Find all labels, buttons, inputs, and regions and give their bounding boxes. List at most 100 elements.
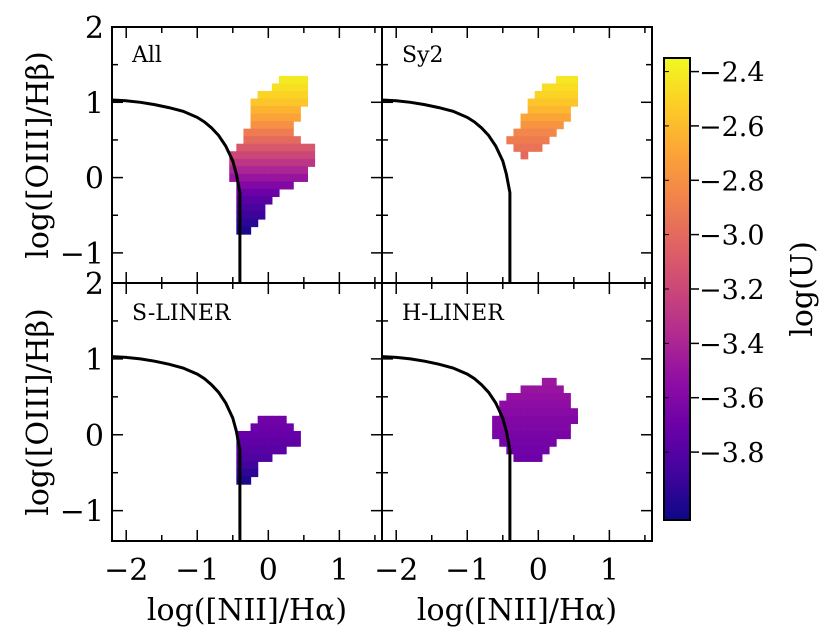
heatmap-cell — [278, 98, 287, 107]
heatmap-cell — [541, 121, 550, 130]
heatmap-cell — [534, 143, 543, 152]
heatmap-cell — [527, 136, 536, 145]
heatmap-cell — [264, 151, 273, 160]
heatmap-cell — [548, 408, 557, 417]
colorbar-tick-label: −2.6 — [699, 112, 765, 143]
heatmap-cell — [548, 438, 557, 447]
heatmap-cell — [563, 415, 571, 424]
heatmap-cell — [264, 98, 273, 107]
heatmap-cell — [243, 151, 252, 160]
heatmap-cell — [286, 423, 294, 432]
heatmap-cell — [264, 446, 273, 455]
heatmap-cell — [286, 91, 294, 100]
heatmap-cell — [243, 136, 252, 145]
heatmap-cell — [527, 98, 536, 107]
x-tick-label: −2 — [104, 553, 148, 588]
heatmap-cell — [499, 400, 507, 409]
x-tick-label: −2 — [374, 553, 418, 588]
heatmap-cell — [243, 211, 252, 220]
heatmap-cell — [556, 83, 564, 92]
heatmap-cell — [243, 196, 252, 205]
heatmap-cell — [236, 430, 245, 440]
heatmap-cell — [548, 128, 557, 137]
heatmap-cell — [513, 415, 522, 424]
heatmap-cell — [257, 91, 266, 100]
heatmap-cell — [264, 423, 273, 432]
heatmap-cell — [541, 423, 550, 432]
heatmap-cell — [250, 453, 259, 462]
heatmap-cell — [250, 211, 259, 220]
y-tick-labels-bottom: −1 0 1 2 — [60, 267, 104, 530]
heatmap-cell — [271, 446, 280, 455]
heatmap-cell — [264, 91, 273, 100]
heatmap-cell — [520, 121, 529, 130]
panel-s-liner: S-LINER — [111, 282, 383, 542]
heatmap-cell — [548, 83, 557, 92]
heatmap-cell — [293, 106, 301, 115]
heatmap-cell — [534, 438, 543, 447]
heatmap-cell — [293, 438, 301, 447]
heatmap-cell — [257, 211, 266, 220]
heatmap-cell — [492, 430, 500, 440]
heatmap-cell — [250, 166, 259, 175]
heatmap-cell — [556, 400, 564, 409]
heatmap-cell — [271, 173, 280, 182]
heatmap-cell — [264, 106, 273, 115]
heatmap-cell — [520, 385, 529, 394]
heatmap-cell — [236, 151, 245, 160]
heatmap-cell — [548, 385, 557, 394]
colorbar-tick-label: −3.6 — [699, 384, 765, 415]
colorbar-tick-label: −3.0 — [699, 221, 765, 252]
heatmap-cell — [300, 151, 308, 160]
heatmap-cell — [520, 430, 529, 440]
heatmap-cell — [534, 121, 543, 130]
heatmap-cell — [506, 430, 515, 440]
heatmap-cell — [271, 188, 280, 198]
heatmap-cell — [236, 438, 245, 447]
heatmap-cell — [556, 98, 564, 107]
heatmap-cell — [499, 408, 507, 417]
heatmap-cell — [286, 181, 294, 190]
heatmap-cell — [286, 113, 294, 122]
heatmap-cell — [243, 188, 252, 198]
heatmap-cell — [563, 393, 571, 402]
heatmap-cell — [286, 151, 294, 160]
heatmap-cell — [271, 438, 280, 447]
heatmap-cell — [570, 415, 578, 424]
heatmap-cell — [527, 393, 536, 402]
colorbar-tick-labels: −2.4 −2.6 −2.8 −3.0 −3.2 −3.4 −3.6 −3.8 — [699, 58, 765, 470]
colorbar-tick-label: −2.4 — [699, 58, 765, 89]
heatmap-cell — [229, 173, 237, 182]
heatmap-cell — [513, 423, 522, 432]
heatmap-cell — [243, 158, 252, 167]
heatmap-cell — [556, 75, 564, 85]
x-tick-label: 1 — [600, 553, 619, 588]
heatmap-cell — [286, 136, 294, 145]
heatmap-cell — [541, 83, 550, 92]
heatmap-cell — [520, 128, 529, 137]
heatmap-cell — [243, 219, 252, 228]
colorbar-ticks — [664, 70, 699, 453]
y-tick-label: 1 — [85, 343, 104, 378]
heatmap-cell — [264, 113, 273, 122]
heatmap-cell — [278, 446, 287, 455]
heatmap-cell — [534, 446, 543, 455]
heatmap-cell — [527, 408, 536, 417]
heatmap-cell — [250, 128, 259, 137]
heatmap-cell — [541, 430, 550, 440]
heatmap-cell — [513, 438, 522, 447]
heatmap-cell — [300, 75, 308, 85]
heatmap-cell — [520, 143, 529, 152]
heatmap-cell — [236, 143, 245, 152]
heatmap-cell — [257, 158, 266, 167]
heatmap-cell — [300, 91, 308, 100]
heatmap-cell — [257, 113, 266, 122]
heatmap-cell — [293, 151, 301, 160]
y-axis-label-top: log([OIII]/Hβ) — [21, 51, 56, 258]
panel-label-s-liner: S-LINER — [132, 301, 232, 326]
heatmap-cells — [506, 75, 578, 160]
heatmap-cell — [271, 113, 280, 122]
heatmap-cell — [534, 408, 543, 417]
heatmap-cell — [556, 121, 564, 130]
heatmap-cell — [250, 121, 259, 130]
